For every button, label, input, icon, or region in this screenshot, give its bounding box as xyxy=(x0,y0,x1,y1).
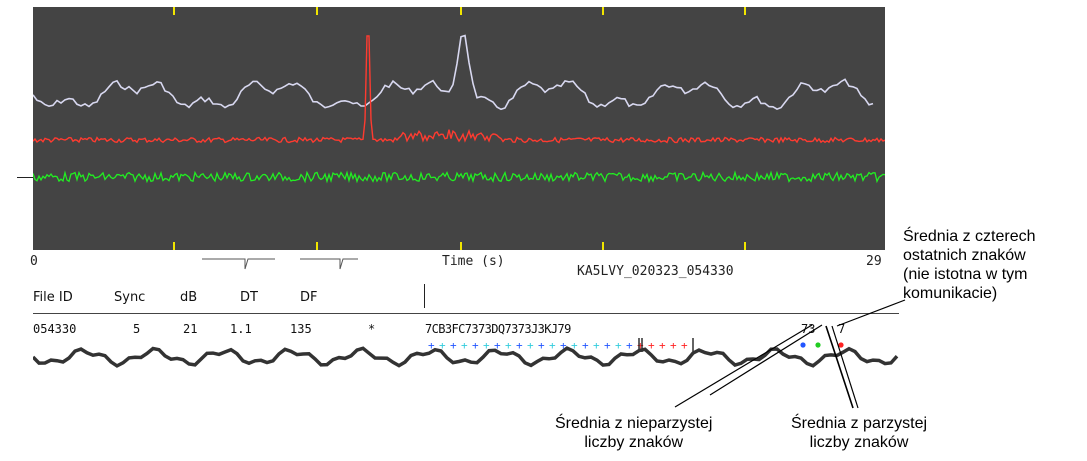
symbol-dot: + xyxy=(560,339,567,352)
decode-avg-last4: 7 xyxy=(838,322,846,336)
header-sync: Sync xyxy=(114,290,146,305)
header-file-id: File ID xyxy=(33,290,73,305)
file-name-label: KA5LVY_020323_054330 xyxy=(577,264,734,279)
symbol-dot: + xyxy=(494,339,501,352)
header-db: dB xyxy=(180,290,198,305)
symbol-dot: + xyxy=(648,339,655,352)
symbol-dot: + xyxy=(626,339,633,352)
decode-marker: * xyxy=(368,322,376,336)
symbol-dot: + xyxy=(670,339,677,352)
symbol-dot: + xyxy=(472,339,479,352)
symbol-dot: + xyxy=(450,339,457,352)
green-trace xyxy=(32,170,886,184)
symbol-dot: + xyxy=(637,339,644,352)
symbol-dot: + xyxy=(527,339,534,352)
text-cursor xyxy=(424,284,425,308)
symbol-dot: + xyxy=(659,339,666,352)
symbol-dot: + xyxy=(538,339,545,352)
average-dot xyxy=(800,342,806,348)
white-trace xyxy=(32,34,874,111)
symbol-dot: + xyxy=(593,339,600,352)
decode-df: 135 xyxy=(290,322,312,336)
annotation-odd: Średnia z nieparzystej liczby znaków xyxy=(555,415,713,451)
averaged-waveform xyxy=(33,346,899,368)
decode-dt: 1.1 xyxy=(230,322,252,336)
left-axis-tick xyxy=(17,177,33,178)
header-df: DF xyxy=(300,290,318,305)
x-axis-end: 29 xyxy=(866,254,882,269)
symbol-dot: + xyxy=(428,339,435,352)
symbol-dot: + xyxy=(582,339,589,352)
decode-file-id: 054330 xyxy=(33,322,77,336)
annotation-even: Średnia z parzystej liczby znaków xyxy=(791,415,928,451)
spectrum-traces xyxy=(32,7,886,250)
symbol-dot: + xyxy=(604,339,611,352)
symbol-dot: + xyxy=(571,339,578,352)
average-dot xyxy=(815,342,821,348)
symbol-dots: + + + + + + + + + + + + + + + + + + + + + + + + xyxy=(428,338,844,352)
symbol-dot: + xyxy=(439,339,446,352)
red-trace xyxy=(32,35,886,145)
average-dot xyxy=(838,342,844,348)
annotation-last4: Średnia z czterech ostatnich znaków (nie… xyxy=(903,228,1036,302)
symbol-dot: + xyxy=(505,339,512,352)
spectrum-plot xyxy=(32,7,886,250)
decode-sync: 5 xyxy=(133,322,141,336)
symbol-dot: + xyxy=(681,339,688,352)
x-axis-label: Time (s) xyxy=(442,254,505,269)
header-dt: DT xyxy=(240,290,258,305)
bottom-ticks xyxy=(173,242,746,250)
symbol-dot: + xyxy=(461,339,468,352)
plot-sliders[interactable] xyxy=(200,255,360,277)
top-ticks xyxy=(173,7,746,15)
decode-db: 21 xyxy=(183,322,198,336)
header-separator xyxy=(33,313,899,314)
decode-message[interactable]: 7CB3FC7373DQ7373J3KJ79 xyxy=(425,322,571,336)
x-axis-start: 0 xyxy=(30,254,38,269)
symbol-dot: + xyxy=(516,339,523,352)
symbol-dot: + xyxy=(549,339,556,352)
symbol-dot: + xyxy=(615,339,622,352)
symbol-dot: + xyxy=(483,339,490,352)
